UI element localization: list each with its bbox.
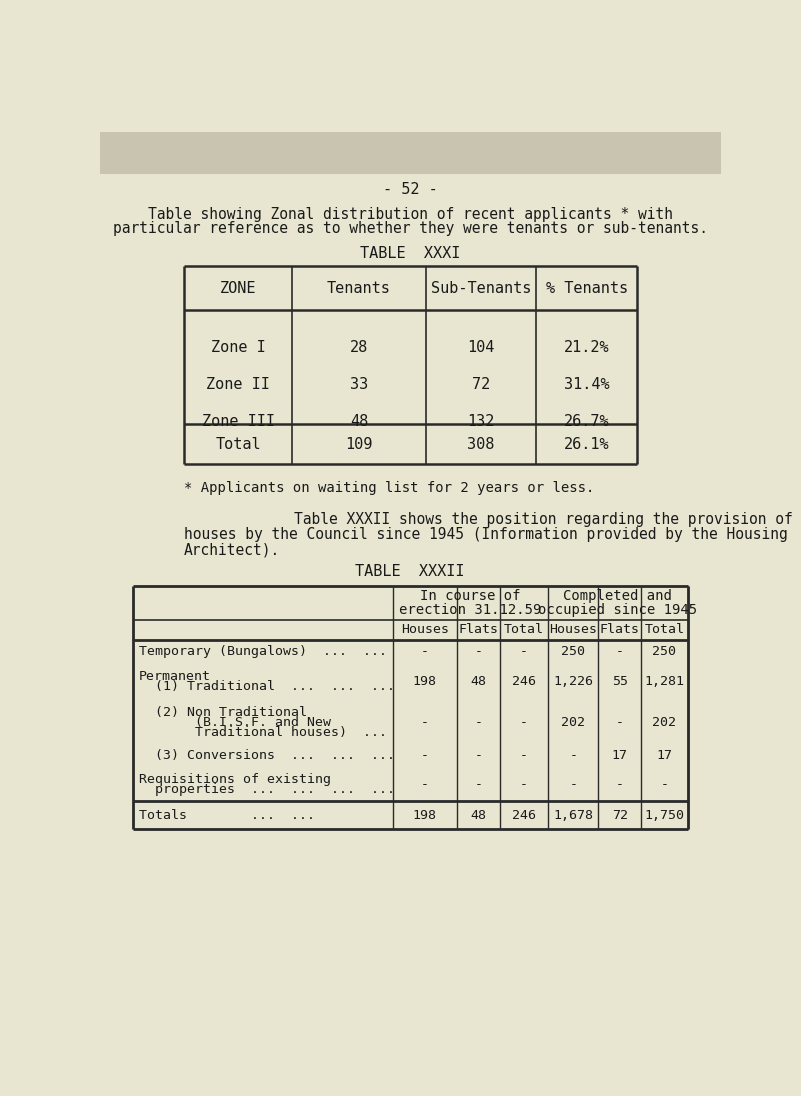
Text: (B.I.S.F. and New: (B.I.S.F. and New bbox=[139, 716, 331, 729]
Text: Zone I: Zone I bbox=[211, 340, 265, 355]
Text: Traditional houses)  ...: Traditional houses) ... bbox=[139, 726, 387, 739]
Text: -: - bbox=[474, 644, 482, 658]
Text: 26.1%: 26.1% bbox=[564, 436, 610, 452]
Text: - 52 -: - 52 - bbox=[383, 182, 437, 197]
Text: * Applicants on waiting list for 2 years or less.: * Applicants on waiting list for 2 years… bbox=[183, 481, 594, 495]
Text: 26.7%: 26.7% bbox=[564, 413, 610, 429]
Bar bbox=[100, 132, 721, 174]
Text: (3) Conversions  ...  ...  ...: (3) Conversions ... ... ... bbox=[139, 750, 395, 763]
Text: 202: 202 bbox=[652, 716, 676, 729]
Text: 31.4%: 31.4% bbox=[564, 377, 610, 391]
Text: % Tenants: % Tenants bbox=[545, 281, 628, 296]
Text: Houses: Houses bbox=[549, 624, 598, 636]
Text: Total: Total bbox=[215, 436, 261, 452]
Text: properties  ...  ...  ...  ...: properties ... ... ... ... bbox=[139, 783, 395, 796]
Text: Total: Total bbox=[504, 624, 544, 636]
Text: -: - bbox=[421, 778, 429, 791]
Text: occupied since 1945: occupied since 1945 bbox=[538, 603, 698, 617]
Text: 198: 198 bbox=[413, 675, 437, 688]
Text: 48: 48 bbox=[350, 413, 368, 429]
Text: 17: 17 bbox=[612, 750, 628, 763]
Text: -: - bbox=[421, 644, 429, 658]
Text: -: - bbox=[616, 778, 624, 791]
Text: 250: 250 bbox=[562, 644, 586, 658]
Text: Sub-Tenants: Sub-Tenants bbox=[431, 281, 531, 296]
Text: Houses: Houses bbox=[400, 624, 449, 636]
Text: -: - bbox=[616, 716, 624, 729]
Text: In course of: In course of bbox=[421, 589, 521, 603]
Text: -: - bbox=[474, 750, 482, 763]
Text: 250: 250 bbox=[652, 644, 676, 658]
Text: -: - bbox=[520, 778, 528, 791]
Text: Architect).: Architect). bbox=[183, 543, 280, 558]
Text: houses by the Council since 1945 (Information provided by the Housing: houses by the Council since 1945 (Inform… bbox=[183, 527, 787, 543]
Text: -: - bbox=[421, 750, 429, 763]
Text: 48: 48 bbox=[470, 809, 486, 822]
Text: 308: 308 bbox=[467, 436, 495, 452]
Text: 109: 109 bbox=[345, 436, 372, 452]
Text: Completed and: Completed and bbox=[563, 589, 672, 603]
Text: ZONE: ZONE bbox=[219, 281, 256, 296]
Text: -: - bbox=[474, 716, 482, 729]
Text: -: - bbox=[520, 716, 528, 729]
Text: Requisitions of existing: Requisitions of existing bbox=[139, 773, 331, 786]
Text: 48: 48 bbox=[470, 675, 486, 688]
Text: -: - bbox=[616, 644, 624, 658]
Text: 246: 246 bbox=[512, 809, 536, 822]
Text: 72: 72 bbox=[612, 809, 628, 822]
Text: (2) Non Traditional: (2) Non Traditional bbox=[139, 706, 307, 719]
Text: Zone III: Zone III bbox=[202, 413, 275, 429]
Text: TABLE  XXXI: TABLE XXXI bbox=[360, 246, 461, 261]
Text: Flats: Flats bbox=[600, 624, 640, 636]
Text: -: - bbox=[474, 778, 482, 791]
Text: 1,226: 1,226 bbox=[553, 675, 594, 688]
Text: -: - bbox=[421, 716, 429, 729]
Text: Flats: Flats bbox=[458, 624, 498, 636]
Text: -: - bbox=[520, 644, 528, 658]
Text: 21.2%: 21.2% bbox=[564, 340, 610, 355]
Text: 33: 33 bbox=[350, 377, 368, 391]
Text: 1,750: 1,750 bbox=[644, 809, 684, 822]
Text: 202: 202 bbox=[562, 716, 586, 729]
Text: 198: 198 bbox=[413, 809, 437, 822]
Text: 72: 72 bbox=[472, 377, 490, 391]
Text: Tenants: Tenants bbox=[327, 281, 391, 296]
Text: -: - bbox=[570, 778, 578, 791]
Text: 246: 246 bbox=[512, 675, 536, 688]
Text: 28: 28 bbox=[350, 340, 368, 355]
Text: particular reference as to whether they were tenants or sub-tenants.: particular reference as to whether they … bbox=[113, 221, 707, 236]
Text: Table showing Zonal distribution of recent applicants * with: Table showing Zonal distribution of rece… bbox=[147, 207, 673, 222]
Text: Permanent: Permanent bbox=[139, 670, 211, 683]
Text: Table XXXII shows the position regarding the provision of: Table XXXII shows the position regarding… bbox=[294, 512, 793, 527]
Text: 1,678: 1,678 bbox=[553, 809, 594, 822]
Text: erection 31.12.59: erection 31.12.59 bbox=[400, 603, 541, 617]
Text: 132: 132 bbox=[467, 413, 495, 429]
Text: TABLE  XXXII: TABLE XXXII bbox=[356, 564, 465, 580]
Text: Totals        ...  ...: Totals ... ... bbox=[139, 809, 315, 822]
Text: 55: 55 bbox=[612, 675, 628, 688]
Text: 104: 104 bbox=[467, 340, 495, 355]
Text: -: - bbox=[660, 778, 668, 791]
Text: 1,281: 1,281 bbox=[644, 675, 684, 688]
Text: Total: Total bbox=[644, 624, 684, 636]
Text: 17: 17 bbox=[656, 750, 672, 763]
Text: Temporary (Bungalows)  ...  ...: Temporary (Bungalows) ... ... bbox=[139, 644, 387, 658]
Text: -: - bbox=[570, 750, 578, 763]
Text: (1) Traditional  ...  ...  ...: (1) Traditional ... ... ... bbox=[139, 680, 395, 693]
Text: Zone II: Zone II bbox=[206, 377, 270, 391]
Text: -: - bbox=[520, 750, 528, 763]
